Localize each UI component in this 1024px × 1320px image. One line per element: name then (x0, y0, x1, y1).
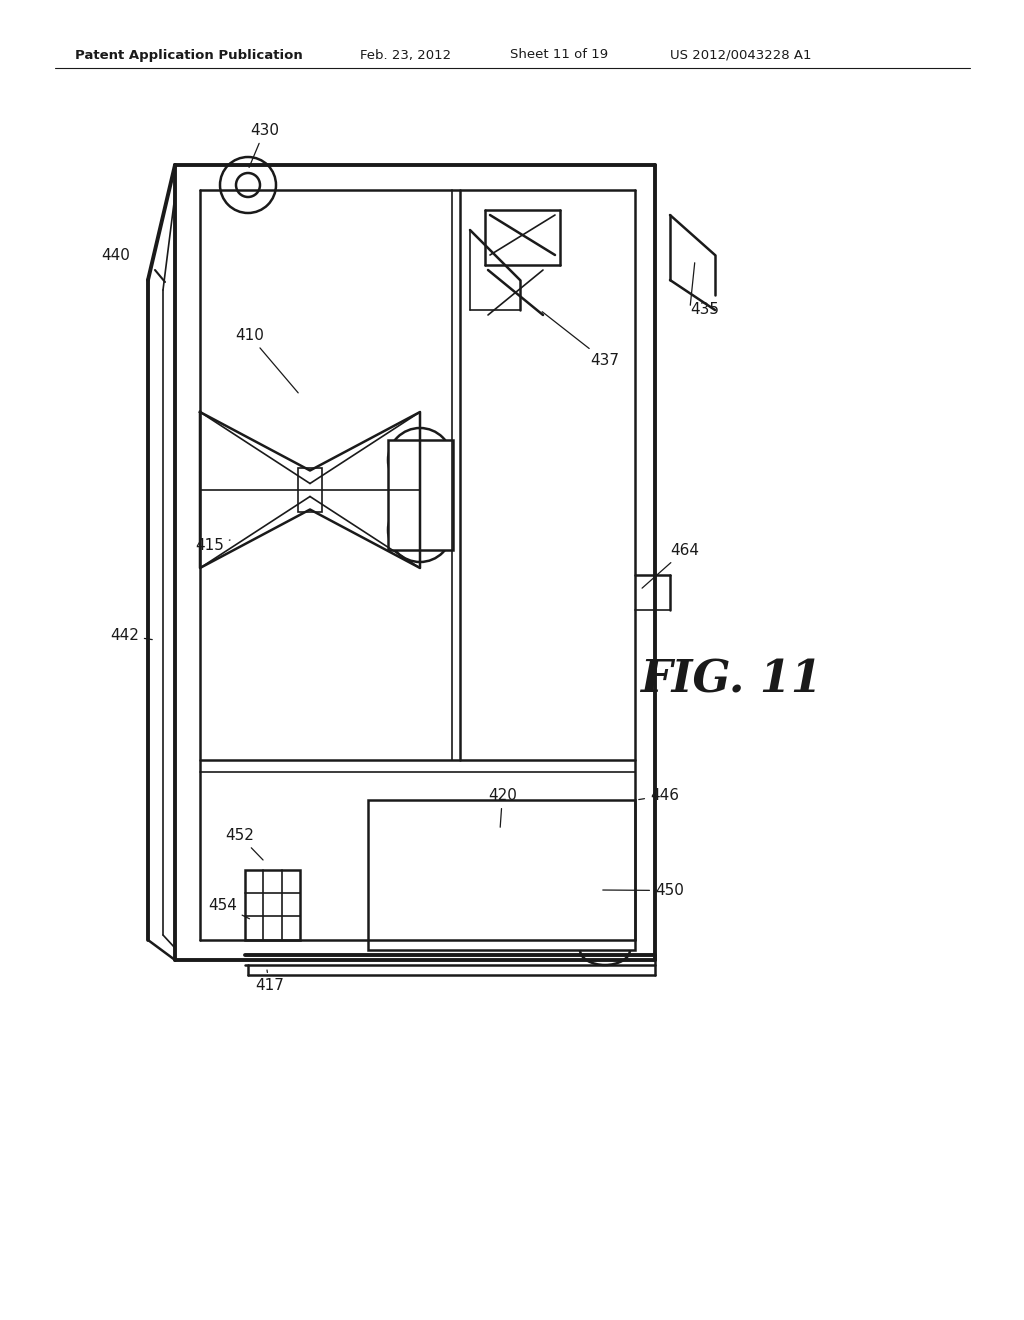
Circle shape (236, 173, 260, 197)
Bar (298, 469, 322, 512)
Bar (245, 870, 300, 940)
Text: 437: 437 (542, 312, 618, 368)
Text: 464: 464 (642, 543, 699, 589)
Text: 415: 415 (195, 539, 230, 553)
Text: 452: 452 (225, 828, 263, 861)
Text: 450: 450 (603, 883, 684, 898)
Text: Sheet 11 of 19: Sheet 11 of 19 (510, 49, 608, 62)
Bar (388, 440, 453, 550)
Circle shape (220, 157, 276, 213)
Circle shape (388, 428, 452, 492)
Text: 440: 440 (101, 248, 130, 263)
Text: 442: 442 (110, 628, 153, 643)
Circle shape (406, 516, 434, 544)
Bar (368, 800, 635, 950)
Text: 454: 454 (208, 898, 250, 919)
Circle shape (388, 498, 452, 562)
Circle shape (406, 446, 434, 474)
Text: Patent Application Publication: Patent Application Publication (75, 49, 303, 62)
Text: 435: 435 (690, 302, 719, 318)
Text: 410: 410 (234, 327, 298, 393)
Text: Feb. 23, 2012: Feb. 23, 2012 (360, 49, 452, 62)
Text: 417: 417 (255, 970, 284, 993)
Text: US 2012/0043228 A1: US 2012/0043228 A1 (670, 49, 811, 62)
Text: FIG. 11: FIG. 11 (640, 659, 822, 701)
Text: 420: 420 (488, 788, 517, 828)
Text: 430: 430 (249, 123, 279, 168)
Text: 446: 446 (639, 788, 679, 803)
